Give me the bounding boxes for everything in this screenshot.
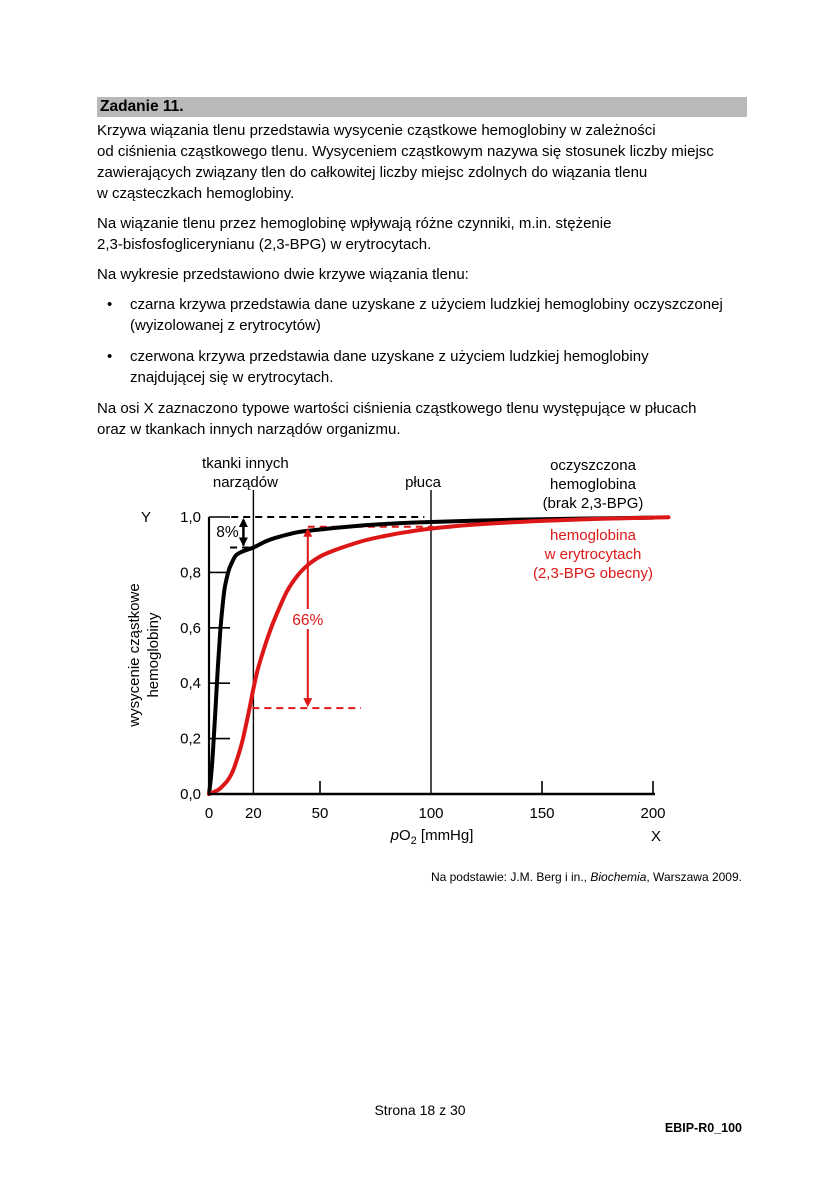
y-tick-label: 0,0 [180,786,201,803]
black-curve-purified-hb [207,515,655,796]
arrowhead-down-icon [303,698,313,708]
chart-canvas: tkanki innych narządów płuca oczyszczona hem… [126,455,671,847]
svg-text:hemoglobiny: hemoglobiny [145,612,162,698]
exam-sheet-code: EBIP-R0_100 [664,1121,742,1135]
y-axis-title: wysycenie cząstkowe hemoglobiny [126,583,162,727]
page-number: Strona 18 z 30 [374,1102,466,1118]
svg-text:oczyszczona: oczyszczona [550,457,637,474]
y-axis-letter: Y [141,509,151,526]
oxygen-binding-chart: tkanki innych narządów płuca oczyszczona hem… [95,440,795,900]
x-tick-label: 200 [640,805,665,822]
task-curves-paragraph: Na wykresie przedstawiono dwie krzywe wi… [97,266,469,283]
series-label-black: oczyszczona hemoglobina (brak 2,3-BPG) [543,457,644,512]
source-prefix: Na podstawie: J.M. Berg i in., [430,870,591,884]
source-suffix: , Warszawa 2009. [646,870,742,884]
bullet-icon: • [107,296,113,313]
svg-text:66%: 66% [292,612,323,629]
svg-text:(brak 2,3-BPG): (brak 2,3-BPG) [543,495,644,512]
series-label-red: hemoglobina w erytrocytach (2,3-BPG obecny… [533,527,653,582]
svg-text:hemoglobina: hemoglobina [550,476,637,493]
list-item: • czerwona krzywa przedstawia dane uzyska… [97,346,747,388]
x-tick-label: 150 [529,805,554,822]
region-label: tkanki innych [202,455,289,472]
task-number-header: Zadanie 11. [97,97,747,117]
list-item: • czarna krzywa przedstawia dane uzyskane… [97,294,747,336]
y-tick-label: 1,0 [180,509,201,526]
svg-text:hemoglobina: hemoglobina [550,527,637,544]
x-tick-label: 50 [312,805,329,822]
x-tick-label: 0 [205,805,213,822]
bullet-red-curve-text: czerwona krzywa przedstawia dane uzyskan… [130,348,649,386]
y-tick-label: 0,8 [180,564,201,581]
x-tick-label: 100 [418,805,443,822]
arrowhead-up-icon [303,527,313,537]
task-bpg-paragraph: Na wiązanie tlenu przez hemoglobinę wpły… [97,215,612,253]
y-tick-label: 0,4 [180,675,201,692]
arrowhead-down-icon [238,537,248,547]
region-line-100: płuca [405,474,442,794]
svg-text:(2,3-BPG obecny): (2,3-BPG obecny) [533,565,653,582]
bullet-icon: • [107,348,113,365]
y-tick-label: 0,6 [180,620,201,637]
region-label: płuca [405,474,442,491]
task-axis-paragraph: Na osi X zaznaczono typowe wartości ciśn… [97,400,697,438]
x-axis-letter: X [651,828,661,845]
y-tick-label: 0,2 [180,731,201,748]
svg-text:8%: 8% [216,524,239,541]
annotation-8pct: 8% [216,518,248,547]
curve-bullet-list: • czarna krzywa przedstawia dane uzyskane… [97,294,747,388]
svg-text:wysycenie cząstkowe: wysycenie cząstkowe [126,583,143,727]
red-curve-erythrocyte-hb [207,515,671,796]
axes: 0,0 0,2 0,4 0,6 0,8 1,0 0 20 50 100 150 200 [180,509,665,822]
x-tick-label: 20 [245,805,262,822]
bullet-black-curve-text: czarna krzywa przedstawia dane uzyskane … [130,296,723,334]
svg-text:w erytrocytach: w erytrocytach [544,546,642,563]
region-label: narządów [213,474,278,491]
x-axis-title: pO2 [mmHg] [390,827,474,847]
arrowhead-up-icon [238,518,248,527]
region-line-20: tkanki innych narządów [202,455,289,794]
annotation-66pct: 66% [288,527,327,708]
source-citation: Na podstawie: J.M. Berg i in., Biochemia… [431,870,742,884]
task-intro-paragraph: Krzywa wiązania tlenu przedstawia wysyce… [97,122,714,202]
source-book-title: Biochemia [590,870,647,884]
task-text-column: Zadanie 11. Krzywa wiązania tlenu przeds… [97,97,747,449]
